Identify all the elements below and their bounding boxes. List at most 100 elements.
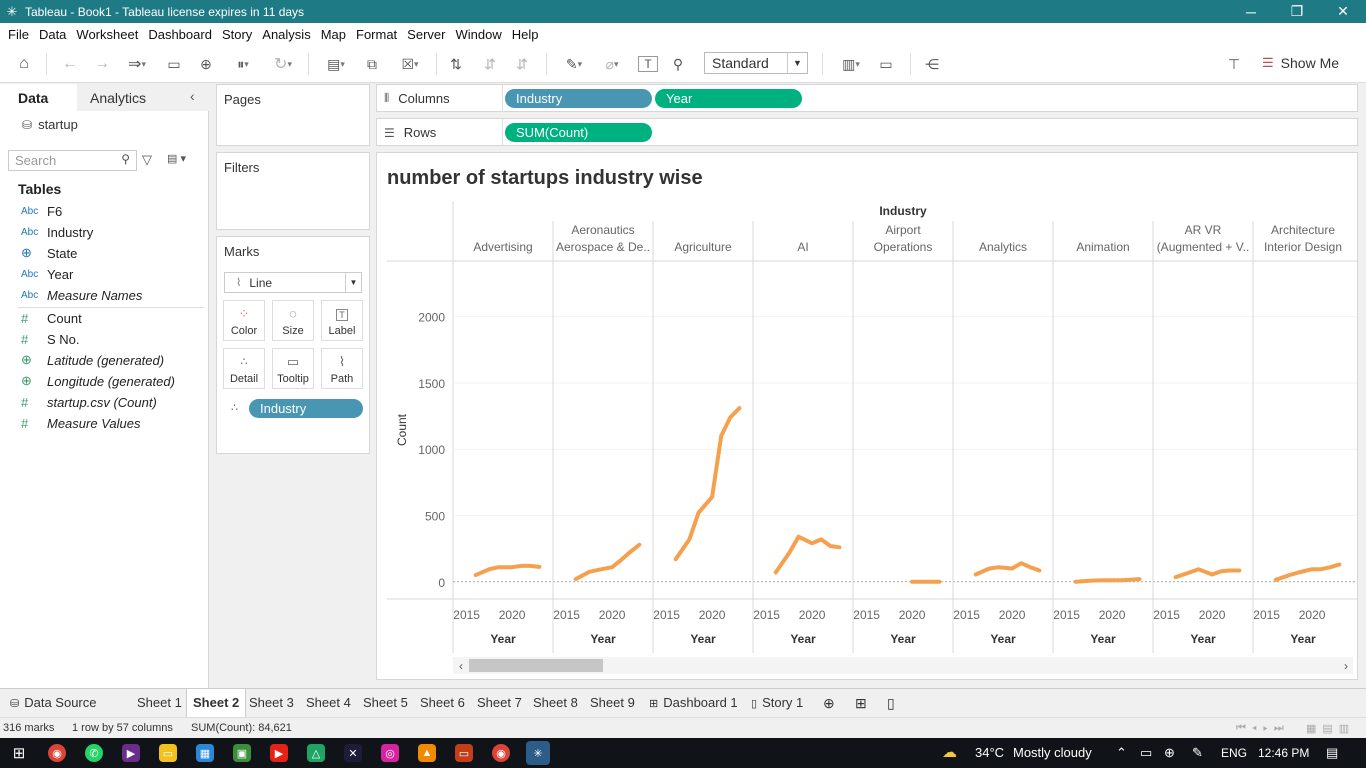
menu-dashboard[interactable]: Dashboard bbox=[148, 26, 212, 42]
battery-icon[interactable]: ▭ bbox=[1140, 745, 1153, 760]
collapse-pane-icon[interactable]: ‹ bbox=[190, 88, 195, 104]
pause-icon[interactable]: ⏸ ▾ bbox=[237, 55, 249, 72]
drive-icon[interactable]: △ bbox=[307, 744, 325, 762]
youtube-icon[interactable]: ▶ bbox=[270, 744, 288, 762]
windows-start-icon[interactable]: ⊞ bbox=[12, 745, 26, 762]
field-longitude[interactable]: ⊕ Longitude (generated) bbox=[0, 371, 208, 391]
field-s-no[interactable]: # S No. bbox=[0, 329, 208, 349]
tab-sheet-4[interactable]: Sheet 4 bbox=[306, 695, 351, 710]
media-app-icon[interactable]: ▶ bbox=[122, 744, 140, 762]
industry-detail-pill[interactable]: Industry bbox=[249, 399, 363, 418]
save-icon[interactable]: ▭ bbox=[167, 55, 181, 72]
label-button[interactable]: T Label bbox=[321, 300, 363, 341]
refresh-icon[interactable]: ↻ ▾ bbox=[274, 56, 292, 73]
new-worksheet-icon[interactable]: ▤ ▾ bbox=[327, 55, 345, 72]
sheet-view-icon[interactable]: ▦▤▥ bbox=[1306, 723, 1356, 735]
chrome-profile-icon[interactable]: ◉ bbox=[492, 744, 510, 762]
undo-icon[interactable]: ← bbox=[62, 55, 78, 72]
tab-sheet-9[interactable]: Sheet 9 bbox=[590, 695, 635, 710]
swap-icon[interactable]: ⇅ bbox=[450, 55, 462, 72]
tableau-taskbar-icon[interactable]: ✳ bbox=[526, 741, 550, 765]
detail-button[interactable]: ∴ Detail bbox=[223, 348, 265, 389]
label-icon[interactable]: T bbox=[638, 56, 658, 72]
pen-icon[interactable]: ✎ bbox=[1192, 745, 1203, 760]
worksheet-view[interactable]: number of startups industry wise Industr… bbox=[376, 152, 1358, 680]
tab-sheet-1[interactable]: Sheet 1 bbox=[137, 695, 182, 710]
field-state[interactable]: ⊕ State bbox=[0, 243, 208, 263]
tooltip-button[interactable]: ▭ Tooltip bbox=[272, 348, 314, 389]
menu-window[interactable]: Window bbox=[455, 26, 502, 42]
tab-dashboard-1[interactable]: ⊞ Dashboard 1 bbox=[649, 695, 738, 710]
home-icon[interactable]: ⌂ bbox=[19, 55, 29, 72]
clear-icon[interactable]: ☒ ▾ bbox=[401, 55, 419, 72]
tab-data-source[interactable]: ⛁ Data Source bbox=[10, 695, 96, 710]
network-icon[interactable]: ⊕ bbox=[1164, 745, 1175, 760]
store-icon[interactable]: ▦ bbox=[196, 744, 214, 762]
search-input[interactable]: Search ⚲ bbox=[8, 150, 137, 171]
share-icon[interactable]: ⋲ bbox=[925, 55, 939, 72]
vlc-icon[interactable]: ▲ bbox=[418, 744, 436, 762]
highlight-icon[interactable]: ✎ ▾ bbox=[565, 55, 583, 72]
datasource-item[interactable]: ⛁ startup bbox=[22, 117, 78, 132]
tab-sheet-7[interactable]: Sheet 7 bbox=[477, 695, 522, 710]
filters-card[interactable]: Filters bbox=[216, 152, 370, 230]
menu-map[interactable]: Map bbox=[320, 26, 346, 42]
replay-icon[interactable]: ⇒ ▾ bbox=[128, 56, 146, 73]
size-button[interactable]: ◌ Size bbox=[272, 300, 314, 341]
duplicate-icon[interactable]: ⧉ bbox=[367, 55, 377, 72]
menu-worksheet[interactable]: Worksheet bbox=[76, 26, 139, 42]
sheet-navigation-icon[interactable]: ⏮◂▸⏭ bbox=[1236, 722, 1290, 734]
tab-sheet-2[interactable]: Sheet 2 bbox=[186, 689, 247, 718]
app-icon[interactable]: ✕ bbox=[344, 744, 362, 762]
pages-card[interactable]: Pages bbox=[216, 84, 370, 146]
new-dashboard-tab-icon[interactable]: ⊞ bbox=[855, 695, 867, 711]
minimize-button[interactable]: ─ bbox=[1246, 3, 1256, 20]
filter-icon[interactable]: ▽ bbox=[142, 152, 152, 167]
columns-shelf[interactable]: ⦀ Columns Industry Year bbox=[376, 84, 1358, 112]
bar-chart-icon[interactable]: ▥ ▾ bbox=[842, 55, 860, 72]
weather-icon[interactable]: ☁ bbox=[942, 744, 957, 761]
sum-count-row-pill[interactable]: SUM(Count) bbox=[505, 123, 652, 142]
menu-format[interactable]: Format bbox=[356, 26, 398, 42]
menu-data[interactable]: Data bbox=[38, 26, 67, 42]
language-indicator[interactable]: ENG bbox=[1221, 746, 1248, 760]
new-datasource-icon[interactable]: ⊕ bbox=[200, 55, 212, 72]
view-options-icon[interactable]: ▤ ▾ bbox=[167, 153, 186, 165]
sort-desc-icon[interactable]: ⇵ bbox=[516, 55, 528, 72]
tab-sheet-8[interactable]: Sheet 8 bbox=[533, 695, 578, 710]
redo-icon[interactable]: → bbox=[94, 55, 110, 72]
chrome-icon[interactable]: ◉ bbox=[48, 744, 66, 762]
pin-shelf-icon[interactable]: ⊤ bbox=[1227, 55, 1241, 72]
pin-icon[interactable]: ⚲ bbox=[672, 55, 684, 72]
presentation-icon[interactable]: ▭ bbox=[879, 55, 893, 72]
close-button[interactable]: ✕ bbox=[1337, 3, 1349, 19]
mark-type-select[interactable]: ⌇ Line ▼ bbox=[224, 272, 362, 293]
tab-story-1[interactable]: ▯ Story 1 bbox=[751, 695, 803, 710]
menu-help[interactable]: Help bbox=[511, 26, 539, 42]
menu-story[interactable]: Story bbox=[221, 26, 253, 42]
meet-icon[interactable]: ▣ bbox=[233, 744, 251, 762]
tab-sheet-6[interactable]: Sheet 6 bbox=[420, 695, 465, 710]
field-year[interactable]: Abc Year bbox=[0, 264, 208, 284]
new-story-tab-icon[interactable]: ▯ bbox=[887, 695, 895, 711]
sort-asc-icon[interactable]: ⇵ bbox=[484, 55, 496, 72]
industry-column-pill[interactable]: Industry bbox=[505, 89, 652, 108]
group-icon[interactable]: ⌀ ▾ bbox=[605, 55, 619, 72]
fit-select[interactable]: Standard ▼ bbox=[704, 52, 808, 74]
path-button[interactable]: ⌇ Path bbox=[321, 348, 363, 389]
restore-button[interactable]: ❐ bbox=[1290, 3, 1304, 19]
line-chart[interactable]: Industry 0 500 1000 1500 2000 Count Advertising… bbox=[377, 153, 1357, 679]
field-startup-count[interactable]: # startup.csv (Count) bbox=[0, 392, 208, 412]
field-f6[interactable]: Abc F6 bbox=[0, 201, 208, 221]
field-count[interactable]: # Count bbox=[0, 308, 208, 328]
whatsapp-icon[interactable]: ✆ bbox=[85, 744, 103, 762]
field-industry[interactable]: Abc Industry bbox=[0, 222, 208, 242]
rows-shelf[interactable]: ☰ Rows SUM(Count) bbox=[376, 118, 1358, 146]
tab-sheet-3[interactable]: Sheet 3 bbox=[249, 695, 294, 710]
notifications-icon[interactable]: ▤ bbox=[1326, 745, 1339, 760]
menu-server[interactable]: Server bbox=[407, 26, 446, 42]
clock[interactable]: 12:46 PM bbox=[1258, 746, 1310, 760]
field-measure-names[interactable]: Abc Measure Names bbox=[0, 285, 208, 305]
powerpoint-icon[interactable]: ▭ bbox=[455, 744, 473, 762]
tab-data[interactable]: Data bbox=[0, 84, 77, 111]
